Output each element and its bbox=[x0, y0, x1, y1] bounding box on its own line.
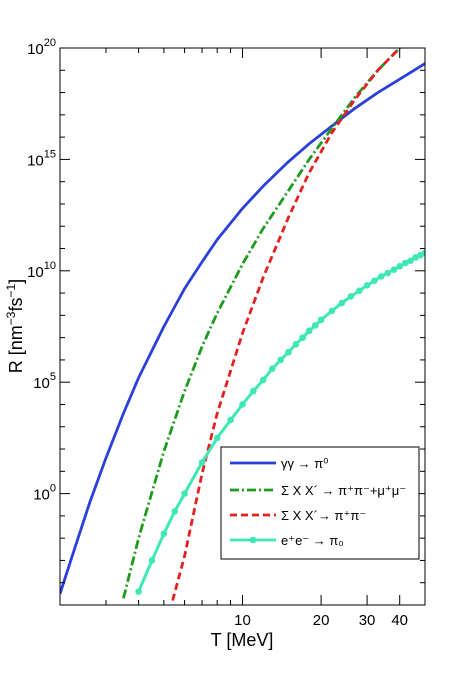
x-axis-label: T [MeV] bbox=[211, 630, 274, 650]
series-3-point-6 bbox=[213, 434, 221, 442]
series-3-point-10 bbox=[259, 376, 267, 384]
series-3-point-27 bbox=[390, 266, 398, 273]
series-3-point-15 bbox=[299, 334, 306, 341]
series-3-point-17 bbox=[311, 322, 319, 329]
legend-marker-3 bbox=[249, 536, 257, 544]
series-layer bbox=[60, 48, 425, 601]
y-tick-label-1: 105 bbox=[33, 371, 56, 392]
series-3-point-20 bbox=[338, 299, 346, 307]
series-3-point-26 bbox=[384, 269, 392, 277]
legend: γγ → π⁰ Σ X X´ → π⁺π⁻+μ⁺μ⁻ Σ X X´→ π⁺π⁻ e⁺e… bbox=[220, 446, 420, 560]
series-3-point-9 bbox=[250, 387, 257, 395]
x-tick-label-3: 40 bbox=[391, 612, 408, 629]
series-3-point-1 bbox=[148, 557, 156, 564]
series-3-point-2 bbox=[160, 530, 168, 538]
series-3-point-21 bbox=[347, 293, 355, 300]
y-axis-label-mid: fs bbox=[6, 297, 26, 311]
y-axis-label-main: R [nm bbox=[6, 325, 26, 373]
y-axis-label: R [nm−3fs−1] bbox=[4, 279, 26, 373]
legend-label-2: Σ X X´→ π⁺π⁻ bbox=[281, 508, 366, 523]
series-3-point-28 bbox=[396, 263, 403, 270]
y-tick-label-2: 1010 bbox=[27, 260, 56, 281]
x-tick-label-2: 30 bbox=[359, 612, 376, 629]
series-3-point-12 bbox=[277, 356, 284, 364]
y-axis-label-sup2: −1 bbox=[4, 283, 18, 297]
series-3-point-18 bbox=[317, 316, 325, 324]
y-axis-label-sup1: −3 bbox=[4, 311, 18, 325]
series-3-point-5 bbox=[198, 459, 206, 466]
series-3-point-24 bbox=[371, 277, 378, 285]
series-3-point-25 bbox=[377, 273, 385, 280]
y-tick-label-0: 100 bbox=[33, 483, 56, 504]
legend-label-0: γγ → π⁰ bbox=[281, 456, 328, 471]
series-3-point-14 bbox=[292, 341, 300, 348]
y-axis-label-end: ] bbox=[6, 279, 26, 284]
y-tick-label-4: 1020 bbox=[27, 37, 56, 58]
series-3-point-13 bbox=[285, 348, 292, 356]
series-line-2 bbox=[171, 48, 402, 601]
legend-label-3: e⁺e⁻ → π₀ bbox=[281, 533, 344, 548]
series-3-point-11 bbox=[268, 365, 276, 373]
legend-box bbox=[220, 446, 420, 560]
series-3-point-33 bbox=[421, 249, 425, 257]
series-3-point-4 bbox=[181, 490, 188, 497]
series-3-point-22 bbox=[355, 287, 363, 295]
x-tick-label-1: 20 bbox=[313, 612, 330, 629]
x-tick-label-0: 10 bbox=[234, 612, 251, 629]
series-3-point-16 bbox=[305, 327, 313, 335]
series-3-point-29 bbox=[401, 259, 409, 267]
series-3-point-7 bbox=[227, 416, 234, 424]
series-3-point-30 bbox=[407, 257, 414, 265]
legend-label-1: Σ X X´ → π⁺π⁻+μ⁺μ⁻ bbox=[281, 483, 406, 498]
series-3-point-8 bbox=[239, 401, 246, 408]
series-line-0 bbox=[60, 62, 425, 595]
series-3-point-3 bbox=[171, 508, 179, 515]
series-line-3 bbox=[137, 251, 425, 593]
series-3-point-0 bbox=[135, 588, 142, 595]
series-3-point-19 bbox=[328, 307, 336, 315]
y-tick-label-3: 1015 bbox=[27, 148, 56, 169]
series-3-point-23 bbox=[363, 281, 371, 289]
